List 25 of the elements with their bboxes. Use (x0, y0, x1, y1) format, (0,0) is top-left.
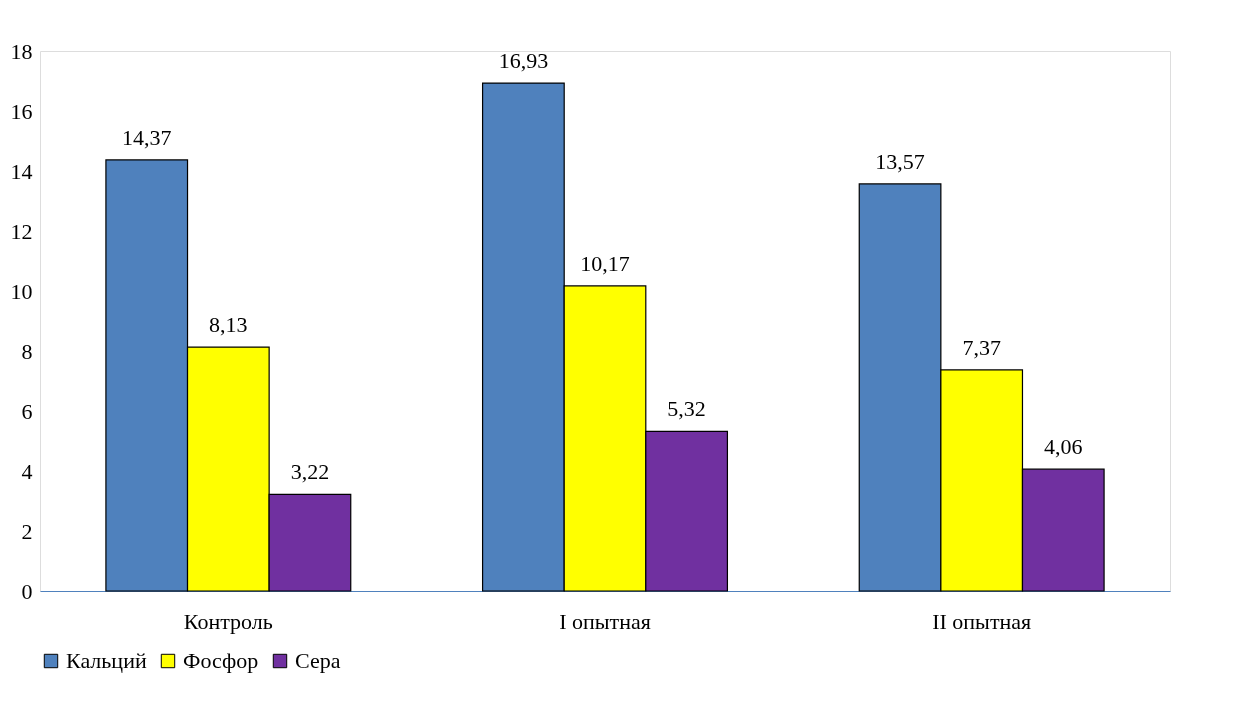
y-tick-label: 10 (10, 278, 33, 304)
data-label: 10,17 (580, 250, 630, 276)
data-label: 4,06 (1044, 434, 1083, 460)
data-label: 3,22 (290, 459, 330, 485)
data-label: 16,93 (498, 48, 549, 74)
x-tick-label: II опытная (932, 608, 1032, 634)
y-tick-label: 2 (21, 518, 33, 544)
data-label: 14,37 (121, 124, 172, 150)
data-label: 7,37 (962, 334, 1001, 360)
data-label: 5,32 (667, 396, 706, 422)
legend-label: Кальций (66, 648, 147, 673)
y-tick-label: 8 (21, 338, 33, 364)
y-tick-label: 12 (10, 218, 33, 244)
x-tick-label: Контроль (183, 608, 273, 634)
y-tick-label: 16 (10, 98, 33, 124)
legend-label: Сера (295, 648, 341, 673)
y-tick-label: 14 (10, 158, 33, 184)
x-tick-label: I опытная (559, 608, 651, 634)
data-label: 8,13 (209, 312, 248, 338)
y-tick-label: 6 (21, 398, 33, 424)
data-label: 13,57 (875, 148, 925, 174)
y-tick-label: 18 (10, 38, 33, 64)
y-tick-label: 4 (21, 458, 33, 484)
legend-label: Фосфор (183, 648, 259, 673)
y-tick-label: 0 (21, 578, 33, 604)
